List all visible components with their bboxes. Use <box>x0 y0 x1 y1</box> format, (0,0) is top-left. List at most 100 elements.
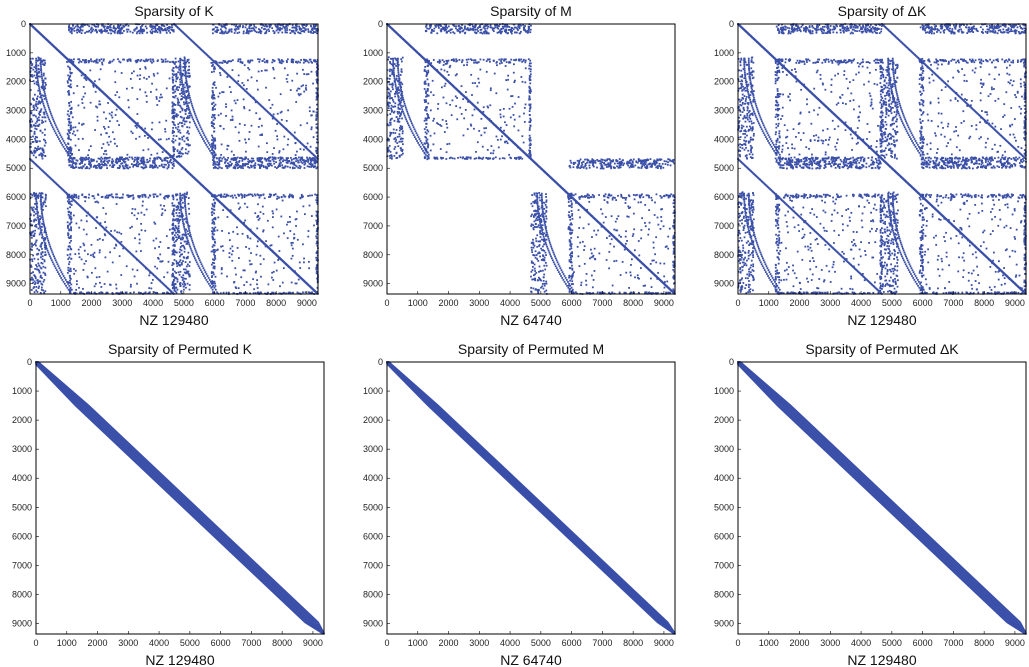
nonzero-point <box>70 239 72 242</box>
nonzero-point <box>41 147 44 150</box>
nonzero-point <box>300 30 303 33</box>
nonzero-point <box>183 74 186 77</box>
nonzero-point <box>142 163 145 166</box>
nonzero-point <box>238 25 240 28</box>
nonzero-point <box>35 264 38 266</box>
nonzero-point <box>150 31 152 34</box>
nonzero-point <box>150 164 153 167</box>
nonzero-point <box>37 262 40 265</box>
nonzero-point <box>73 167 75 169</box>
nonzero-point <box>257 215 260 218</box>
nonzero-point <box>70 283 73 286</box>
nonzero-point <box>291 162 294 165</box>
nonzero-point <box>273 32 276 35</box>
nonzero-point <box>212 101 215 104</box>
nonzero-point <box>122 193 124 196</box>
nonzero-point <box>69 217 72 220</box>
nonzero-point <box>277 27 280 30</box>
nonzero-point <box>67 210 70 213</box>
nonzero-point <box>242 167 244 170</box>
nonzero-point <box>184 73 187 76</box>
nonzero-point <box>83 249 86 252</box>
nonzero-point <box>286 29 288 31</box>
nonzero-point <box>315 123 318 126</box>
nonzero-point <box>40 245 42 248</box>
nonzero-point <box>90 164 92 166</box>
nonzero-point <box>249 60 251 63</box>
nonzero-point <box>213 212 215 215</box>
nonzero-point <box>185 233 188 236</box>
nonzero-point <box>129 194 132 197</box>
nonzero-point <box>159 157 162 160</box>
nonzero-point <box>231 119 234 121</box>
nonzero-point <box>38 70 41 73</box>
nonzero-point <box>271 276 273 279</box>
nonzero-point <box>131 207 134 210</box>
nonzero-point <box>124 160 127 163</box>
nonzero-point <box>173 116 176 119</box>
nonzero-point <box>256 279 259 281</box>
nonzero-point <box>265 69 268 72</box>
nonzero-point <box>136 74 139 77</box>
nonzero-point <box>113 31 116 34</box>
nonzero-point <box>220 153 223 156</box>
nonzero-point <box>135 137 137 140</box>
nonzero-point <box>210 71 213 73</box>
nonzero-point <box>236 99 239 101</box>
nonzero-point <box>69 83 72 86</box>
nonzero-point <box>257 157 260 160</box>
nonzero-point <box>186 263 189 266</box>
nonzero-point <box>38 222 41 224</box>
nonzero-point <box>233 99 236 102</box>
nonzero-point <box>40 67 42 70</box>
nonzero-point <box>175 114 177 117</box>
nonzero-point <box>220 25 223 28</box>
nonzero-point <box>175 291 178 294</box>
nonzero-point <box>245 157 247 160</box>
nonzero-point <box>188 112 191 115</box>
nonzero-point <box>292 26 295 29</box>
nonzero-point <box>234 166 236 169</box>
nonzero-point <box>67 65 69 68</box>
nonzero-point <box>183 250 186 253</box>
nonzero-point <box>78 31 81 33</box>
nonzero-point <box>171 155 174 157</box>
nonzero-point <box>105 117 107 120</box>
nonzero-point <box>102 160 105 163</box>
nonzero-point <box>220 245 222 248</box>
nonzero-point <box>182 96 185 99</box>
nonzero-point <box>125 87 128 90</box>
nonzero-point <box>289 32 292 34</box>
nonzero-point <box>69 292 72 294</box>
nonzero-point <box>30 150 33 153</box>
nonzero-point <box>44 77 47 80</box>
nonzero-point <box>179 200 182 203</box>
nonzero-point <box>155 96 158 98</box>
nonzero-point <box>77 248 80 251</box>
nonzero-point <box>145 267 147 270</box>
nonzero-point <box>182 66 185 68</box>
nonzero-point <box>164 29 167 32</box>
nonzero-point <box>53 130 56 133</box>
nonzero-point <box>179 67 182 70</box>
nonzero-point <box>237 193 240 196</box>
nonzero-point <box>180 263 183 266</box>
nonzero-point <box>171 108 174 111</box>
nonzero-point <box>115 283 118 286</box>
nonzero-point <box>108 159 111 162</box>
nonzero-point <box>34 212 37 215</box>
nonzero-point <box>33 291 36 294</box>
nonzero-point <box>190 102 193 105</box>
nonzero-point <box>40 152 43 155</box>
nonzero-point <box>39 96 42 99</box>
nonzero-point <box>312 82 314 85</box>
nonzero-point <box>41 149 44 152</box>
nonzero-point <box>211 96 213 99</box>
nonzero-point <box>66 151 69 154</box>
nonzero-point <box>243 269 246 272</box>
nonzero-point <box>172 218 175 221</box>
nonzero-point <box>313 26 316 29</box>
nonzero-point <box>35 198 38 201</box>
nonzero-point <box>254 162 257 165</box>
nonzero-point <box>43 97 46 100</box>
